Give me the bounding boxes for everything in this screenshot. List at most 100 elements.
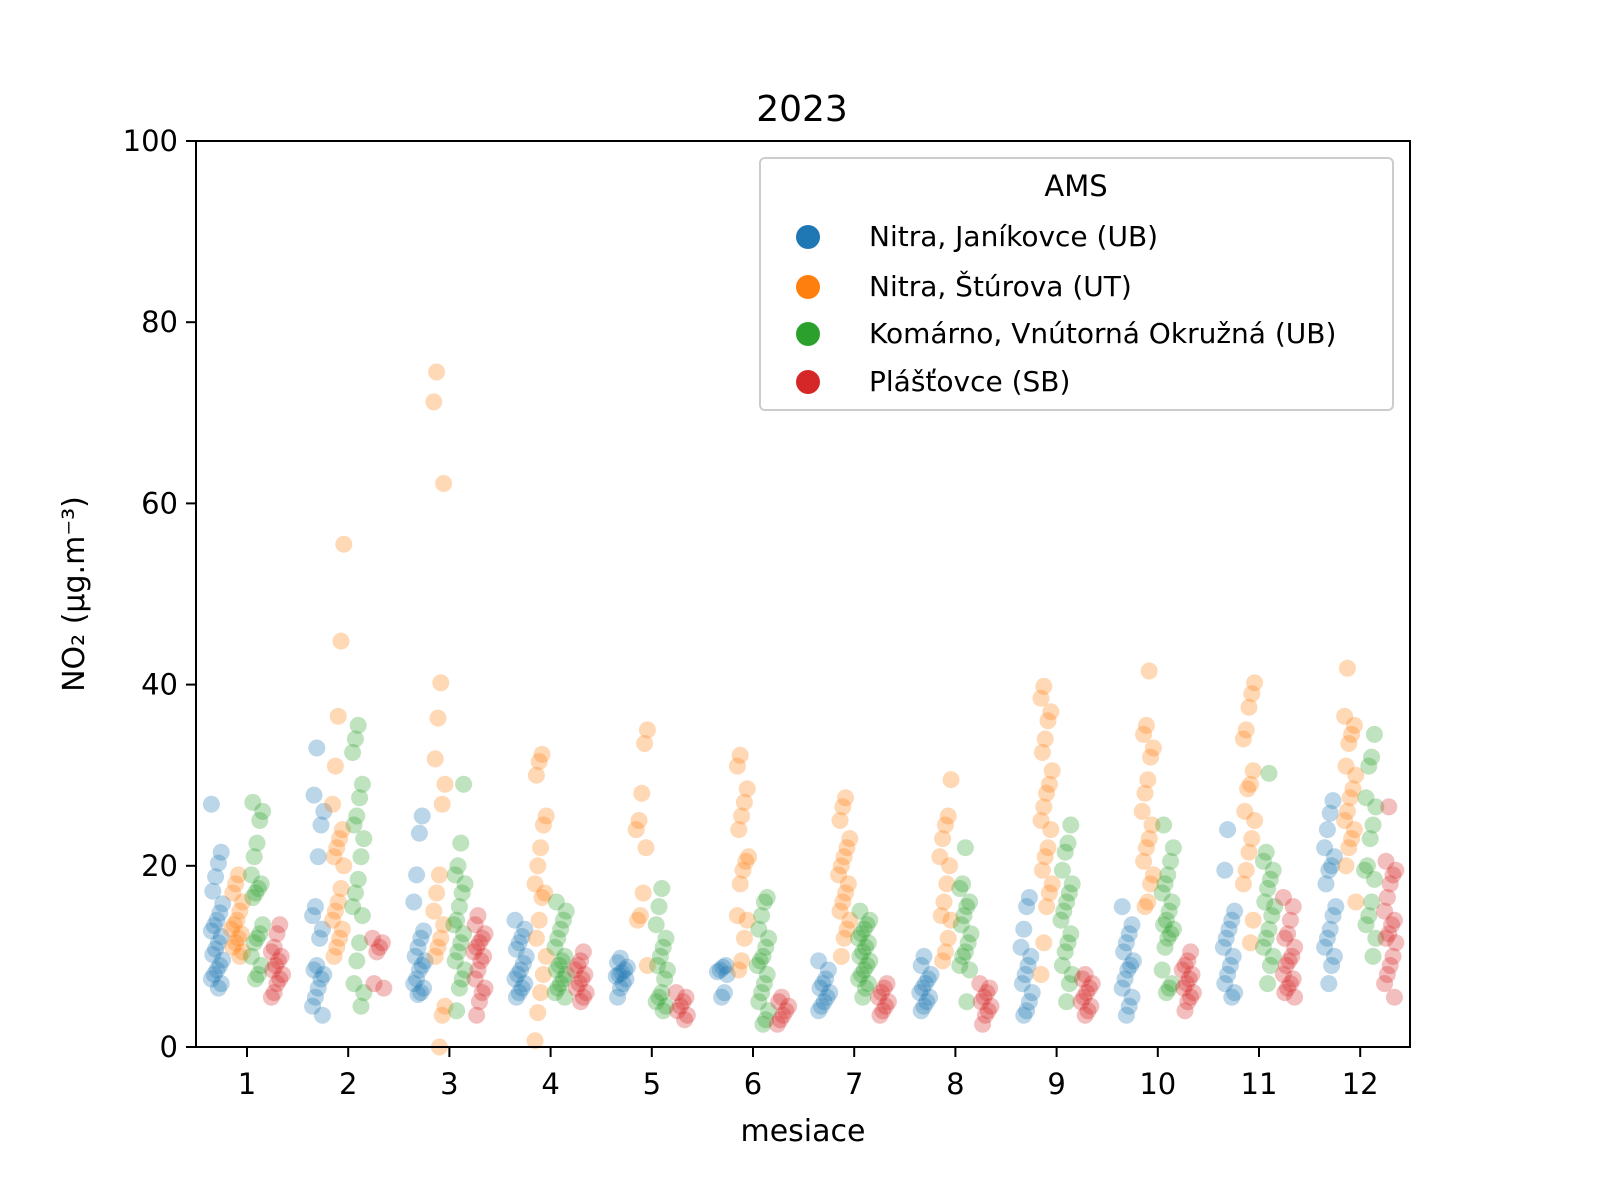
data-point bbox=[627, 821, 645, 839]
data-point bbox=[1155, 916, 1173, 934]
data-point bbox=[817, 970, 835, 988]
y-axis-title: NO₂ (μg.m⁻³) bbox=[57, 496, 92, 692]
data-point bbox=[1264, 861, 1282, 879]
data-point bbox=[272, 947, 290, 965]
data-point bbox=[810, 952, 828, 970]
data-point bbox=[1256, 893, 1274, 911]
data-point bbox=[657, 929, 675, 947]
data-point bbox=[1142, 748, 1160, 766]
data-point bbox=[754, 947, 772, 965]
data-point bbox=[1162, 925, 1180, 943]
data-point bbox=[344, 898, 362, 916]
data-point bbox=[870, 988, 888, 1006]
data-point bbox=[552, 975, 570, 993]
data-point bbox=[855, 920, 873, 938]
data-point bbox=[835, 929, 853, 947]
data-point bbox=[228, 911, 246, 929]
data-point bbox=[677, 988, 695, 1006]
data-point bbox=[1042, 821, 1060, 839]
data-point bbox=[934, 952, 952, 970]
data-point bbox=[1323, 857, 1341, 875]
data-point bbox=[209, 854, 227, 872]
data-point bbox=[780, 997, 798, 1015]
y-tick-label: 60 bbox=[141, 486, 178, 520]
data-point bbox=[1223, 911, 1241, 929]
data-point bbox=[473, 984, 491, 1002]
data-point bbox=[412, 984, 430, 1002]
data-point bbox=[611, 979, 629, 997]
data-point bbox=[556, 947, 574, 965]
data-point bbox=[533, 745, 551, 763]
data-point bbox=[912, 1002, 930, 1020]
data-point bbox=[912, 957, 930, 974]
data-point bbox=[456, 875, 474, 893]
data-point bbox=[1015, 1006, 1033, 1024]
x-tick-label: 1 bbox=[238, 1067, 256, 1101]
data-point bbox=[415, 979, 433, 997]
data-point bbox=[415, 922, 433, 940]
data-point bbox=[1176, 1002, 1194, 1020]
data-point bbox=[549, 929, 567, 947]
data-point bbox=[1036, 730, 1054, 748]
data-point bbox=[448, 911, 466, 929]
data-point bbox=[308, 957, 326, 974]
data-point bbox=[1056, 943, 1074, 961]
data-point bbox=[1155, 816, 1173, 834]
data-point bbox=[1136, 898, 1154, 916]
data-point bbox=[204, 882, 222, 900]
data-point bbox=[305, 786, 323, 804]
data-point bbox=[1078, 984, 1096, 1002]
data-point bbox=[476, 979, 494, 997]
data-point bbox=[979, 1002, 997, 1020]
data-point bbox=[446, 952, 464, 970]
data-point bbox=[446, 866, 464, 884]
x-tick-label: 7 bbox=[845, 1067, 863, 1101]
data-point bbox=[959, 934, 977, 952]
data-point bbox=[738, 911, 756, 929]
data-point bbox=[1039, 839, 1057, 857]
data-point bbox=[831, 812, 849, 829]
data-point bbox=[914, 979, 932, 997]
data-point bbox=[1327, 898, 1345, 916]
data-point bbox=[1325, 848, 1343, 866]
data-point bbox=[248, 834, 266, 852]
x-tick-label: 12 bbox=[1342, 1067, 1379, 1101]
data-point bbox=[452, 834, 470, 852]
data-point bbox=[613, 964, 631, 982]
data-point bbox=[1135, 852, 1153, 870]
data-point bbox=[1163, 893, 1181, 911]
data-point bbox=[1039, 712, 1057, 730]
data-point bbox=[961, 961, 979, 979]
data-point bbox=[1279, 979, 1297, 997]
y-axis: 0 20 40 60 80 100 bbox=[123, 124, 196, 1064]
data-point bbox=[1120, 997, 1138, 1015]
data-point bbox=[1153, 884, 1171, 902]
data-point bbox=[1241, 775, 1259, 793]
data-point bbox=[410, 824, 428, 842]
legend-box bbox=[759, 157, 1394, 411]
data-point bbox=[1062, 925, 1080, 943]
data-point bbox=[1381, 875, 1399, 893]
data-point bbox=[609, 954, 627, 972]
data-point bbox=[245, 848, 263, 866]
data-point bbox=[879, 993, 897, 1011]
data-point bbox=[224, 884, 242, 902]
data-point bbox=[466, 970, 484, 988]
data-point bbox=[335, 857, 353, 875]
data-point bbox=[738, 780, 756, 798]
data-point bbox=[1340, 735, 1358, 752]
data-point bbox=[760, 1002, 778, 1020]
data-point bbox=[1042, 703, 1060, 721]
data-point bbox=[653, 984, 671, 1002]
data-point bbox=[433, 1006, 451, 1024]
data-point bbox=[841, 911, 859, 929]
data-point bbox=[1020, 993, 1038, 1011]
data-point bbox=[1324, 907, 1342, 925]
data-point bbox=[529, 857, 547, 875]
data-point bbox=[456, 961, 474, 979]
data-point bbox=[934, 830, 952, 848]
data-point bbox=[735, 793, 753, 811]
data-point bbox=[1164, 920, 1182, 938]
data-point bbox=[311, 929, 329, 947]
data-point bbox=[1254, 938, 1272, 956]
